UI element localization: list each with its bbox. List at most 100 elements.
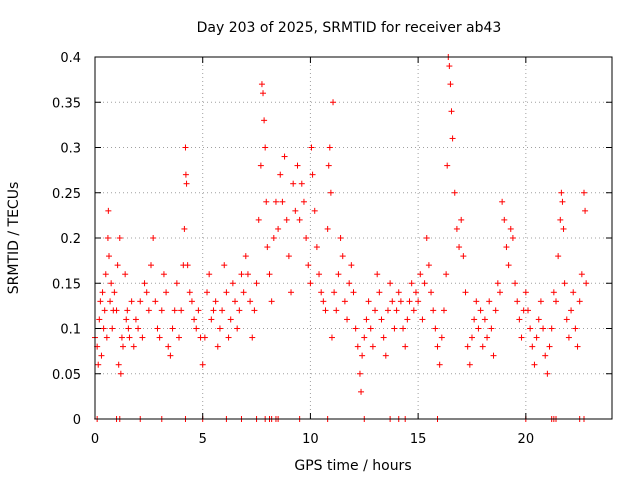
data-point	[303, 235, 310, 241]
data-point	[107, 298, 114, 305]
data-point	[283, 216, 290, 223]
data-point	[560, 225, 567, 232]
data-point	[380, 334, 387, 341]
data-point	[208, 316, 215, 323]
data-point	[309, 171, 316, 178]
data-point	[105, 207, 112, 214]
data-point	[548, 325, 555, 332]
data-point	[568, 307, 575, 314]
data-point	[305, 262, 312, 269]
data-point	[240, 289, 247, 296]
data-point	[421, 280, 428, 287]
data-point	[103, 334, 110, 341]
y-tick-label: 0.05	[52, 368, 81, 383]
data-point	[124, 307, 131, 314]
data-point	[397, 298, 404, 305]
data-point	[214, 343, 221, 350]
data-point	[150, 235, 157, 241]
data-point	[522, 289, 529, 296]
data-point	[225, 334, 232, 341]
data-point	[99, 289, 106, 296]
data-point	[477, 307, 484, 314]
data-point	[126, 334, 133, 341]
axis-ticks: 0 0.05 0.1 0.15 0.2 0.25 0.3 0.35 0.4 0 5 10 15 20	[52, 51, 612, 447]
data-point	[428, 289, 435, 296]
data-point	[393, 307, 400, 314]
data-point	[499, 198, 506, 205]
data-point	[419, 316, 426, 323]
data-point	[139, 334, 146, 341]
data-point	[244, 271, 251, 278]
data-point	[154, 325, 161, 332]
data-point	[423, 235, 430, 241]
data-point	[106, 253, 113, 260]
data-point	[460, 253, 467, 260]
data-point	[322, 307, 329, 314]
data-point	[432, 325, 439, 332]
data-point	[412, 289, 419, 296]
data-point	[574, 343, 581, 350]
data-point	[298, 180, 305, 187]
data-point	[148, 262, 155, 269]
data-point	[165, 343, 172, 350]
data-point	[555, 253, 562, 260]
data-point	[447, 81, 454, 88]
data-point	[290, 180, 297, 187]
data-point	[451, 189, 458, 196]
data-point	[446, 63, 453, 70]
data-point	[132, 316, 139, 323]
data-point	[552, 298, 559, 305]
data-point	[365, 298, 372, 305]
data-point	[391, 325, 398, 332]
data-point	[512, 280, 519, 287]
data-point	[122, 271, 129, 278]
data-point	[247, 298, 254, 305]
data-point	[236, 307, 243, 314]
data-point	[542, 352, 549, 359]
data-point	[141, 280, 148, 287]
data-point	[468, 334, 475, 341]
data-point	[221, 262, 228, 269]
data-point	[361, 334, 368, 341]
data-point	[294, 162, 301, 169]
data-point	[344, 316, 351, 323]
data-point	[109, 325, 116, 332]
data-point	[464, 343, 471, 350]
data-point	[193, 325, 200, 332]
data-point	[378, 316, 385, 323]
data-point	[557, 216, 564, 223]
data-point	[257, 162, 264, 169]
data-point	[572, 325, 579, 332]
data-point	[546, 343, 553, 350]
data-point	[160, 271, 167, 278]
data-point	[434, 343, 441, 350]
data-point	[111, 289, 118, 296]
data-point	[430, 307, 437, 314]
data-point	[258, 81, 265, 88]
data-point	[369, 343, 376, 350]
data-point	[328, 334, 335, 341]
data-point	[582, 207, 589, 214]
data-point	[229, 280, 236, 287]
data-point	[100, 325, 107, 332]
data-point	[270, 235, 277, 241]
y-tick-label: 0.25	[52, 187, 81, 202]
data-point	[313, 244, 320, 251]
data-point	[210, 307, 217, 314]
data-point	[98, 352, 105, 359]
data-point	[471, 316, 478, 323]
y-tick-label: 0.1	[60, 323, 81, 338]
data-point	[473, 298, 480, 305]
data-point	[249, 334, 256, 341]
data-point	[544, 370, 551, 377]
data-point	[227, 316, 234, 323]
data-point	[186, 289, 193, 296]
data-point	[171, 307, 178, 314]
data-point	[387, 280, 394, 287]
data-point	[223, 289, 230, 296]
data-point	[125, 325, 132, 332]
data-point	[395, 289, 402, 296]
data-point	[462, 289, 469, 296]
data-point	[260, 90, 267, 97]
data-point	[201, 334, 208, 341]
